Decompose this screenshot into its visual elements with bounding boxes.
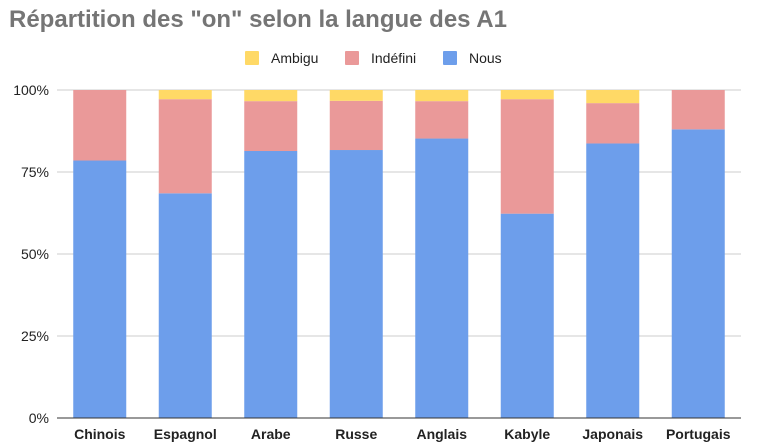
y-tick-label: 0% [29, 410, 49, 426]
bar-segment-indfini [586, 103, 640, 144]
x-tick-label: Chinois [74, 426, 126, 442]
x-tick-label: Arabe [251, 426, 291, 442]
bar-segment-nous [671, 129, 725, 419]
y-tick-label: 25% [21, 328, 49, 344]
bar-segment-nous [158, 193, 212, 418]
legend-swatch-ambigu [245, 51, 259, 65]
chart-title: Répartition des "on" selon la langue des… [9, 6, 507, 33]
bar-segment-nous [244, 151, 298, 418]
bar-segment-ambigu [586, 90, 640, 104]
y-tick-label: 100% [13, 82, 49, 98]
bar-segment-nous [586, 143, 640, 419]
bar-segment-indfini [671, 90, 725, 130]
x-tick-label: Kabyle [504, 426, 550, 442]
x-tick-label: Espagnol [154, 426, 217, 442]
legend-swatch-indfini [345, 51, 359, 65]
legend-label: Nous [469, 50, 502, 66]
bar-segment-indfini [73, 90, 127, 161]
bar-segment-nous [500, 213, 554, 418]
bar-segment-nous [73, 160, 127, 418]
bar-segment-nous [415, 138, 469, 418]
bar-segment-indfini [500, 99, 554, 214]
bar-segment-indfini [158, 99, 212, 194]
bar-segment-indfini [415, 101, 469, 139]
x-tick-label: Portugais [666, 426, 731, 442]
x-tick-label: Russe [335, 426, 377, 442]
bar-segment-nous [329, 150, 383, 419]
bar-segment-ambigu [329, 90, 383, 101]
bar-segment-ambigu [500, 90, 554, 100]
bar-segment-ambigu [415, 90, 469, 102]
legend-label: Indéfini [371, 50, 416, 66]
bar-segment-indfini [329, 100, 383, 151]
legend-label: Ambigu [271, 50, 318, 66]
legend-swatch-nous [443, 51, 457, 65]
bar-segment-ambigu [158, 90, 212, 100]
x-tick-label: Anglais [416, 426, 467, 442]
bar-segment-indfini [244, 101, 298, 152]
y-tick-label: 50% [21, 246, 49, 262]
x-tick-label: Japonais [582, 426, 643, 442]
y-tick-label: 75% [21, 164, 49, 180]
bar-segment-ambigu [244, 90, 298, 102]
